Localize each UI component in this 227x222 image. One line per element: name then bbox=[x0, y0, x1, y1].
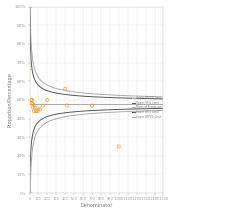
X-axis label: Denominator: Denominator bbox=[80, 203, 113, 208]
Point bbox=[28, 5, 32, 8]
Point bbox=[33, 106, 37, 109]
Point bbox=[46, 98, 49, 102]
Point bbox=[30, 98, 34, 102]
Point bbox=[34, 109, 38, 113]
Point bbox=[28, 191, 32, 195]
Point bbox=[63, 87, 67, 91]
Point bbox=[32, 109, 36, 113]
Point bbox=[31, 106, 35, 109]
Y-axis label: Proportion/Percentage: Proportion/Percentage bbox=[7, 73, 12, 127]
Point bbox=[38, 107, 42, 111]
Point bbox=[30, 98, 33, 102]
Point bbox=[33, 104, 36, 107]
Point bbox=[37, 107, 40, 111]
Point bbox=[36, 109, 39, 113]
Point bbox=[41, 104, 45, 107]
Point bbox=[29, 98, 33, 102]
Point bbox=[31, 102, 35, 105]
Point bbox=[90, 104, 94, 107]
Point bbox=[117, 145, 121, 148]
Point bbox=[65, 104, 69, 107]
Legend: Upper 99.5% Limit, Upper 95% Limit, Mean of Proportion, Lower 95% Limit, Lower 9: Upper 99.5% Limit, Upper 95% Limit, Mean… bbox=[132, 96, 162, 119]
Point bbox=[30, 102, 34, 105]
Point bbox=[29, 66, 32, 70]
